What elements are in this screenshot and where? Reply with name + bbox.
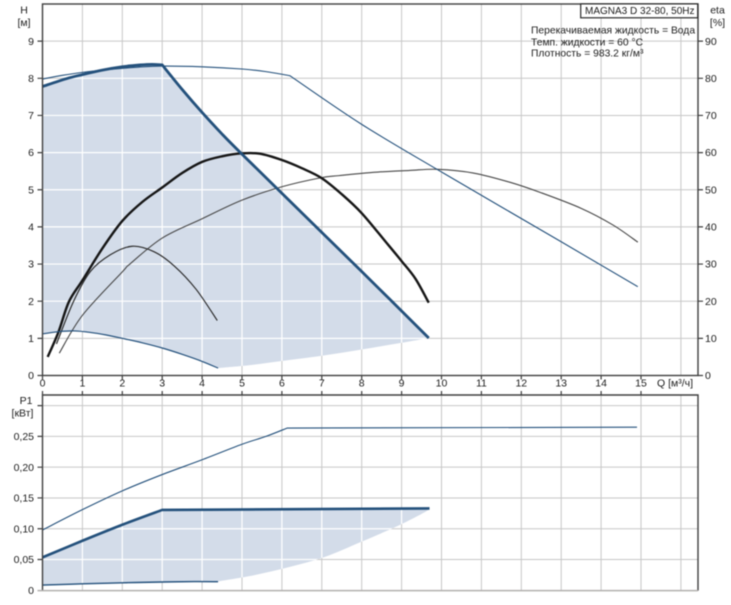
- svg-text:Темп. жидкости = 60 °C: Темп. жидкости = 60 °C: [531, 38, 644, 49]
- svg-text:20: 20: [705, 296, 717, 308]
- svg-text:12: 12: [515, 378, 527, 390]
- svg-text:10: 10: [436, 378, 448, 390]
- svg-text:Перекачиваемая жидкость = Вода: Перекачиваемая жидкость = Вода: [531, 26, 695, 37]
- svg-text:[м]: [м]: [17, 17, 30, 29]
- svg-text:0,10: 0,10: [14, 523, 35, 535]
- svg-text:7: 7: [319, 378, 325, 390]
- svg-text:10: 10: [705, 333, 717, 345]
- svg-text:Q [м³/ч]: Q [м³/ч]: [657, 378, 693, 390]
- svg-text:30: 30: [705, 259, 717, 271]
- svg-text:4: 4: [199, 378, 205, 390]
- svg-text:[%]: [%]: [710, 17, 725, 29]
- svg-text:13: 13: [555, 378, 567, 390]
- svg-text:11: 11: [476, 378, 487, 390]
- svg-text:0,05: 0,05: [14, 554, 35, 566]
- svg-text:3: 3: [28, 259, 34, 271]
- svg-text:0: 0: [28, 370, 34, 382]
- svg-text:14: 14: [595, 378, 607, 390]
- svg-text:8: 8: [28, 73, 34, 85]
- svg-text:9: 9: [28, 36, 34, 48]
- svg-text:0: 0: [705, 370, 711, 382]
- svg-text:15: 15: [635, 378, 647, 390]
- svg-text:MAGNA3 D 32-80, 50Hz: MAGNA3 D 32-80, 50Hz: [585, 6, 695, 17]
- svg-text:5: 5: [239, 378, 245, 390]
- svg-text:H: H: [20, 5, 28, 17]
- svg-text:4: 4: [28, 222, 34, 234]
- svg-text:70: 70: [705, 110, 717, 122]
- svg-text:3: 3: [159, 378, 165, 390]
- svg-text:0,25: 0,25: [14, 431, 35, 443]
- svg-text:P1: P1: [20, 395, 33, 407]
- svg-text:7: 7: [28, 110, 34, 122]
- svg-text:Плотность = 983.2 кг/м³: Плотность = 983.2 кг/м³: [531, 49, 644, 60]
- svg-text:1: 1: [79, 378, 85, 390]
- svg-text:5: 5: [28, 184, 34, 196]
- svg-text:0: 0: [28, 585, 34, 597]
- svg-text:8: 8: [359, 378, 365, 390]
- svg-text:eta: eta: [710, 5, 725, 17]
- svg-text:40: 40: [705, 222, 717, 234]
- svg-text:6: 6: [279, 378, 285, 390]
- svg-text:80: 80: [705, 73, 717, 85]
- svg-text:9: 9: [399, 378, 405, 390]
- svg-text:2: 2: [119, 378, 125, 390]
- svg-text:1: 1: [28, 333, 34, 345]
- svg-text:50: 50: [705, 184, 717, 196]
- svg-text:60: 60: [705, 147, 717, 159]
- svg-text:2: 2: [28, 296, 34, 308]
- svg-text:6: 6: [28, 147, 34, 159]
- svg-text:0: 0: [40, 378, 46, 390]
- svg-text:90: 90: [705, 36, 717, 48]
- svg-text:0,20: 0,20: [14, 462, 35, 474]
- svg-text:0,15: 0,15: [14, 493, 35, 505]
- svg-text:[кВт]: [кВт]: [12, 408, 34, 420]
